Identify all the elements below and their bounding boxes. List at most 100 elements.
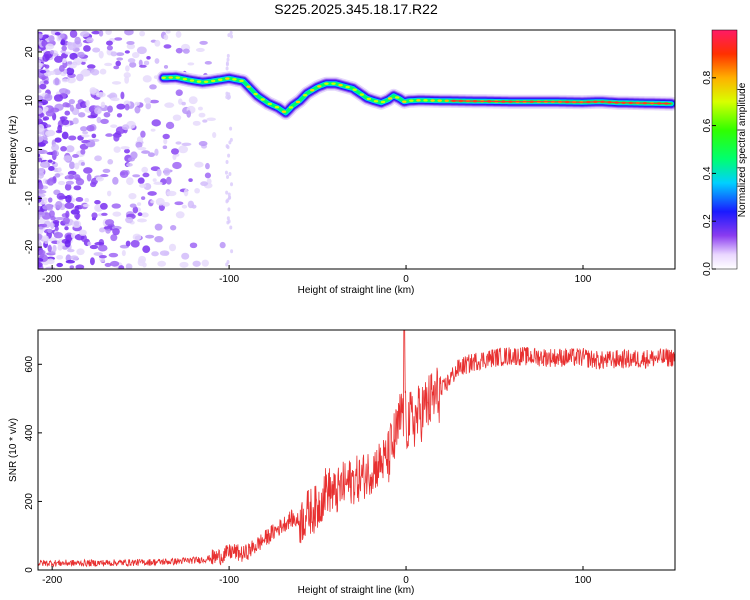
- noise-blob: [98, 30, 104, 37]
- noise-blob: [63, 155, 72, 162]
- noise-blob: [67, 61, 73, 65]
- noise-blob: [69, 52, 78, 60]
- noise-blob: [48, 35, 55, 42]
- noise-blob: [38, 38, 41, 45]
- noise-blob: [183, 188, 189, 197]
- noise-blob: [54, 55, 64, 63]
- noise-blob: [64, 226, 69, 231]
- noise-blob: [76, 248, 85, 256]
- noise-blob: [141, 150, 151, 154]
- colorbar: 0.0 0.2 0.4 0.6 0.8 Normalized spectral ampl…: [702, 29, 748, 276]
- noise-blob: [151, 251, 159, 257]
- noise-blob: [106, 190, 112, 197]
- noise-blob: [65, 210, 70, 219]
- noise-blob: [156, 168, 162, 177]
- noise-blob: [69, 265, 75, 269]
- noise-blob: [114, 37, 123, 41]
- noise-blob: [126, 162, 133, 167]
- noise-blob: [102, 168, 111, 174]
- noise-blob: [91, 212, 98, 219]
- noise-blob: [181, 101, 186, 106]
- noise-blob: [142, 75, 152, 83]
- noise-blob: [61, 119, 70, 126]
- noise-blob: [226, 220, 230, 225]
- noise-blob: [99, 227, 106, 233]
- noise-blob: [38, 249, 45, 256]
- noise-blob: [55, 216, 65, 221]
- ridge-bead: [380, 100, 386, 104]
- y-tick-label: 600: [24, 356, 35, 373]
- x-tick-label: 0: [403, 575, 409, 586]
- noise-blob: [194, 187, 200, 194]
- y-tick-label: 0: [24, 567, 35, 573]
- noise-blob: [145, 102, 152, 110]
- colorbar-ticks: 0.0 0.2 0.4 0.6 0.8: [702, 70, 716, 276]
- noise-blob: [163, 34, 169, 41]
- noise-blob: [86, 37, 94, 43]
- noise-blob: [206, 178, 212, 185]
- ridge-bead: [387, 97, 393, 100]
- noise-blob: [57, 180, 66, 186]
- noise-blob: [112, 228, 120, 236]
- noise-blob: [226, 53, 230, 58]
- noise-blob: [50, 107, 60, 113]
- ridge-bead: [288, 106, 294, 109]
- noise-blob: [41, 39, 48, 48]
- noise-blob: [38, 149, 48, 155]
- noise-blob: [98, 50, 104, 59]
- noise-blob: [229, 225, 233, 230]
- noise-blob: [104, 219, 115, 226]
- noise-blob: [103, 111, 111, 118]
- noise-blob: [179, 261, 189, 268]
- y-tick-label: 20: [24, 46, 35, 58]
- ridge-bead: [345, 85, 350, 89]
- noise-blob: [147, 152, 155, 158]
- noise-blob: [226, 216, 230, 221]
- colorbar-label: Normalized spectral amplitude: [737, 82, 748, 217]
- noise-blob: [152, 178, 157, 182]
- top-y-axis-label: Frequency (Hz): [8, 116, 19, 185]
- noise-blob: [225, 160, 229, 165]
- noise-blob: [200, 181, 209, 187]
- noise-blob: [104, 262, 112, 268]
- noise-blob: [38, 107, 43, 115]
- noise-blob: [112, 176, 119, 185]
- noise-blob: [194, 161, 204, 168]
- ridge-bead: [246, 85, 251, 88]
- noise-blob: [219, 241, 226, 249]
- noise-blob: [80, 161, 85, 166]
- noise-blob: [49, 70, 56, 76]
- noise-blob: [81, 134, 90, 138]
- noise-blob: [116, 57, 124, 61]
- x-tick-label: -100: [219, 575, 239, 586]
- noise-blob: [74, 205, 80, 211]
- noise-blob: [204, 172, 211, 179]
- noise-blob: [137, 177, 145, 184]
- noise-blob: [72, 117, 79, 125]
- noise-blob: [132, 174, 141, 178]
- colorbar-tick-label: 0.4: [702, 166, 713, 180]
- noise-blob: [106, 40, 113, 46]
- noise-blob: [89, 87, 97, 94]
- noise-blob: [41, 223, 48, 228]
- colorbar-tick-label: 0.6: [702, 118, 713, 132]
- noise-blob: [45, 43, 55, 50]
- noise-blob: [83, 167, 93, 174]
- noise-blob: [60, 146, 67, 152]
- noise-blob: [181, 142, 192, 146]
- noise-blob: [38, 189, 47, 194]
- ridge-bead: [423, 99, 428, 102]
- noise-blob: [90, 69, 100, 76]
- ridge-bead: [317, 85, 322, 88]
- noise-blob: [69, 30, 78, 38]
- noise-blob: [125, 240, 131, 247]
- noise-blob: [124, 103, 130, 111]
- noise-blob: [197, 106, 203, 111]
- noise-blob: [65, 180, 75, 185]
- noise-blob: [147, 191, 157, 196]
- noise-blob: [39, 161, 49, 168]
- noise-blob: [212, 132, 217, 138]
- noise-blob: [204, 61, 212, 65]
- noise-blob: [132, 206, 139, 214]
